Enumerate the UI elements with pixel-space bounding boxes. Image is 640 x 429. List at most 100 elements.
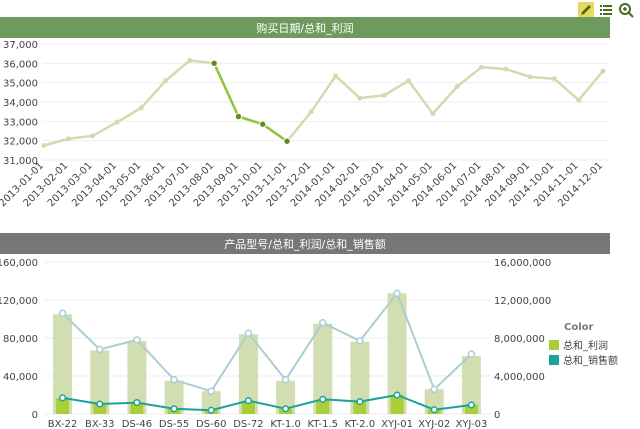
chart1-point [333, 73, 339, 79]
zoom-icon[interactable] [619, 3, 634, 18]
chart2-sales-point [319, 395, 327, 403]
chart2-xtick-label: XYJ-03 [455, 419, 487, 429]
chart2-legend-swatch-profit [549, 340, 559, 350]
chart2-bg-bar [461, 356, 481, 414]
chart2-sales-point [393, 391, 401, 399]
chart1-point [65, 136, 71, 142]
chart2-bg-line-point [430, 385, 438, 394]
chart1-point [406, 78, 412, 84]
chart2-sales-point [356, 398, 364, 406]
chart2-bg-bar [90, 350, 110, 414]
chart2-xtick-label: XYJ-02 [418, 419, 450, 429]
chart2-bg-line [61, 291, 473, 393]
chart1-point [41, 143, 47, 148]
chart2-ytick-right-label: 0 [494, 410, 500, 421]
chart1-title: 购买日期/总和_利润 [256, 21, 353, 35]
chart2-sales-point [244, 397, 252, 405]
chart1-point [234, 112, 243, 121]
chart1-point [478, 64, 484, 70]
chart2-sales-point [96, 400, 104, 408]
chart1-point [430, 111, 436, 117]
chart1-series-line [43, 59, 604, 147]
chart2-sales-point [282, 405, 290, 413]
chart2-title: 产品型号/总和_利润/总和_销售额 [224, 237, 385, 251]
chart2-bg-bar [350, 341, 370, 414]
chart2-bg-bar [53, 314, 73, 414]
chart2-bg-line-point [96, 345, 104, 354]
chart1-point [527, 74, 533, 80]
chart1-point [210, 59, 218, 68]
chart1-point [576, 97, 582, 103]
list-icon[interactable] [600, 5, 612, 15]
chart2-xtick-label: DS-55 [159, 419, 189, 429]
chart2-xtick-label: DS-46 [122, 419, 152, 429]
chart1-ytick-label: 32,000 [3, 137, 38, 148]
chart2-bg-line-point [244, 329, 253, 337]
chart2-bg-line-point [467, 350, 476, 358]
chart2-profit-bar [464, 404, 478, 414]
chart1-point [259, 120, 267, 128]
chart2-profit-bar [390, 395, 404, 414]
chart2-bg-bar [127, 340, 147, 414]
chart2-xtick-label: KT-1.5 [308, 419, 338, 429]
chart2-ytick-left-label: 120,000 [0, 296, 38, 307]
chart2-bg-line-point [281, 376, 290, 384]
chart2-bg-bar [164, 380, 184, 414]
chart2-legend-swatch-sales [549, 355, 559, 365]
chart2-legend-label-profit: 总和_利润 [563, 339, 608, 352]
chart1-header [0, 17, 610, 38]
chart2-ytick-right-label: 4,000,000 [494, 372, 545, 383]
chart1-point [454, 84, 460, 90]
toolbar [578, 2, 634, 18]
chart2-ytick-right-label: 16,000,000 [494, 258, 551, 269]
chart2-ytick-left-label: 80,000 [3, 334, 38, 345]
chart2-sales-point [133, 399, 141, 407]
chart2-xtick-label: BX-33 [85, 419, 115, 429]
chart1-ytick-label: 31,000 [3, 156, 38, 167]
chart2-sales-line [62, 393, 472, 412]
chart2-sales-point [467, 401, 475, 409]
chart2-header [0, 233, 610, 254]
chart2-bg-line-point [207, 387, 215, 395]
chart2-xtick-label: KT-1.0 [270, 419, 300, 429]
chart1-point [283, 137, 291, 145]
chart2-profit-bar [56, 398, 70, 414]
chart1-point [600, 68, 606, 74]
chart2-xtick-label: DS-72 [233, 419, 263, 429]
chart2-legend-title: Color [564, 322, 594, 333]
chart2-bg-bar [387, 293, 407, 414]
chart2-xtick-label: DS-60 [196, 419, 226, 429]
chart2-ytick-right-label: 12,000,000 [494, 296, 551, 307]
chart2-profit-bar [241, 401, 255, 414]
chart1-highlight-line [212, 62, 288, 143]
chart2-bg-line-point [319, 319, 327, 327]
chart1-point [138, 105, 144, 111]
chart2-xtick-label: BX-22 [48, 419, 78, 429]
chart1-point [357, 95, 363, 101]
chart2-legend-label-sales: 总和_销售额 [563, 354, 618, 367]
chart1-ytick-label: 37,000 [3, 40, 38, 51]
chart1-point [503, 66, 509, 72]
chart2-profit-bar [353, 402, 367, 414]
chart2-ytick-left-label: 0 [32, 410, 38, 421]
chart1-ytick-label: 34,000 [3, 98, 38, 109]
chart2-ytick-left-label: 40,000 [3, 372, 38, 383]
chart2-bg-line-point [356, 337, 364, 345]
chart1-ytick-label: 35,000 [3, 79, 38, 90]
chart2-profit-bar [316, 399, 330, 414]
chart1-point [308, 109, 314, 115]
chart1-point [187, 57, 193, 63]
pencil-icon[interactable] [578, 2, 594, 18]
chart1-point [114, 119, 120, 125]
chart2-bg-bar [238, 334, 258, 414]
chart1-point [381, 92, 387, 98]
chart2-bg-line-point [170, 376, 178, 384]
chart2-ytick-right-label: 8,000,000 [494, 334, 545, 345]
chart2-sales-point [59, 394, 67, 402]
chart2-profit-bar [93, 404, 107, 414]
chart2-xtick-label: XYJ-01 [381, 419, 413, 429]
chart2-profit-bar [130, 402, 144, 414]
chart2-xtick-label: KT-2.0 [345, 419, 375, 429]
chart1-point [163, 78, 169, 84]
